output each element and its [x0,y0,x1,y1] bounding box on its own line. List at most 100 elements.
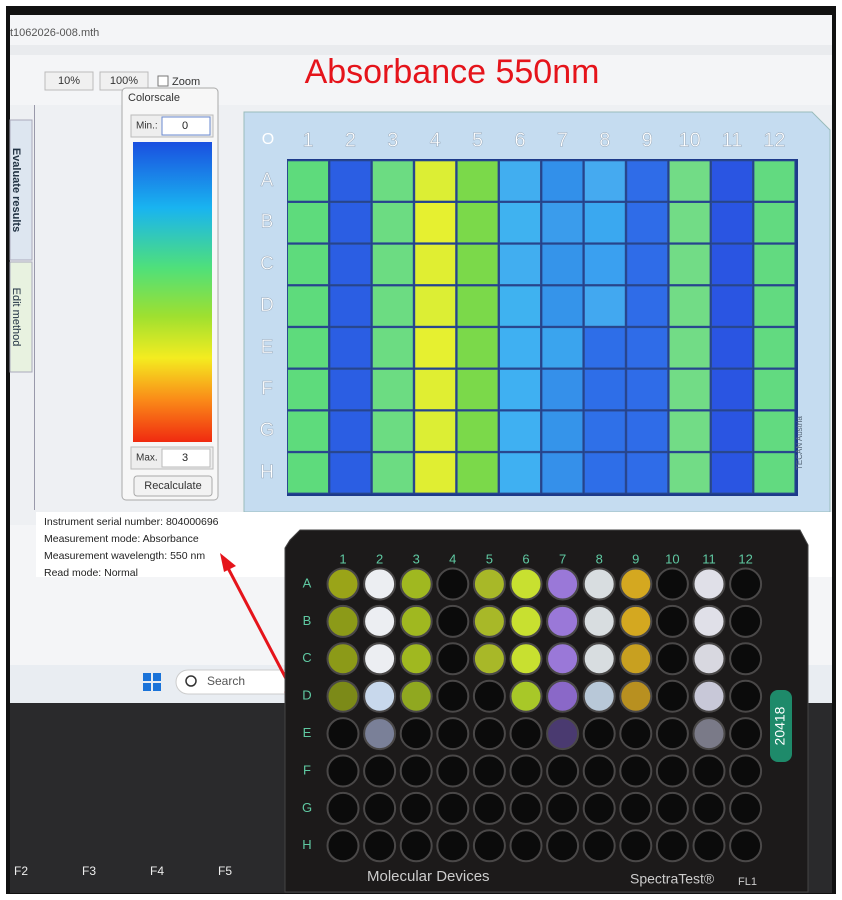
well [472,604,506,638]
well [711,202,753,244]
column-label: 1 [339,551,346,566]
recalculate-button[interactable] [133,475,213,497]
plate-id: 20418 [772,706,788,745]
well [668,452,711,494]
well [583,368,626,411]
well [363,679,397,713]
well [329,243,372,286]
well [753,202,796,244]
well [753,327,796,369]
plate-id-tag [770,690,792,762]
row-label: E [261,337,274,358]
well [729,791,763,825]
row-label: G [260,420,275,441]
column-label: 10 [665,551,679,566]
well [546,567,580,601]
min-value: 0 [182,120,188,132]
plate-corner: O [262,131,274,148]
well [626,452,669,494]
well [371,410,414,452]
plate-model-suffix: FL1 [738,876,757,888]
info-lines: Instrument serial number: 804000696 Measu… [44,516,219,579]
well [414,368,457,411]
column-label: 1 [302,129,313,151]
well [436,717,470,751]
well [326,754,360,788]
column-label: 8 [599,129,610,151]
well [371,368,414,411]
well [729,717,763,751]
well [546,717,580,751]
well [326,717,360,751]
well [371,327,414,369]
zoom-checkbox[interactable] [157,75,169,87]
well [655,567,689,601]
well [668,160,711,202]
well [329,452,372,494]
well [668,243,711,286]
row-label: H [260,462,274,483]
function-keys: F2 F3 F4 F5 [14,864,232,878]
well [729,567,763,601]
tab-label: Edit method [10,288,22,347]
well [692,679,726,713]
well [668,368,711,411]
well [626,202,669,244]
well [583,243,626,286]
well [499,327,541,369]
well [692,604,726,638]
well [582,717,616,751]
well [692,567,726,601]
well [583,160,626,202]
well [692,717,726,751]
plate-brand: TECAN Austria [795,416,804,470]
start-square [153,673,161,681]
well [729,829,763,863]
zoom-button-label: 10% [58,75,80,87]
colorscale-panel: Colorscale Min.: 0 Max. 3 Recalculate [121,87,219,501]
well [371,285,414,327]
well [436,829,470,863]
well [753,160,796,202]
well [363,567,397,601]
well [414,285,457,327]
start-icon[interactable] [143,673,161,691]
well [509,829,543,863]
well [668,410,711,452]
annotation-title: Absorbance 550nm [305,53,600,91]
min-input[interactable] [161,116,211,136]
well [472,791,506,825]
well [711,327,753,369]
well [753,410,796,452]
max-label: Max. [136,453,158,464]
well [668,202,711,244]
row-label: D [302,688,311,703]
well [363,717,397,751]
well [436,642,470,676]
well [619,791,653,825]
plate-maker: Molecular Devices [367,868,490,885]
well [619,642,653,676]
well [414,327,457,369]
well [541,202,584,244]
well [668,327,711,369]
tab[interactable] [9,261,33,373]
well [655,604,689,638]
tab[interactable] [9,119,33,261]
column-label: 11 [702,551,716,566]
start-square [143,673,151,681]
well [541,160,584,202]
well [436,679,470,713]
max-input[interactable] [161,448,211,468]
well [546,679,580,713]
well [541,327,584,369]
well [499,285,541,327]
row-label: E [303,725,312,740]
well [583,452,626,494]
column-label: 11 [722,129,743,151]
well [472,717,506,751]
well [399,791,433,825]
zoom-button[interactable] [44,71,94,91]
colorscale-title: Colorscale [128,92,180,104]
